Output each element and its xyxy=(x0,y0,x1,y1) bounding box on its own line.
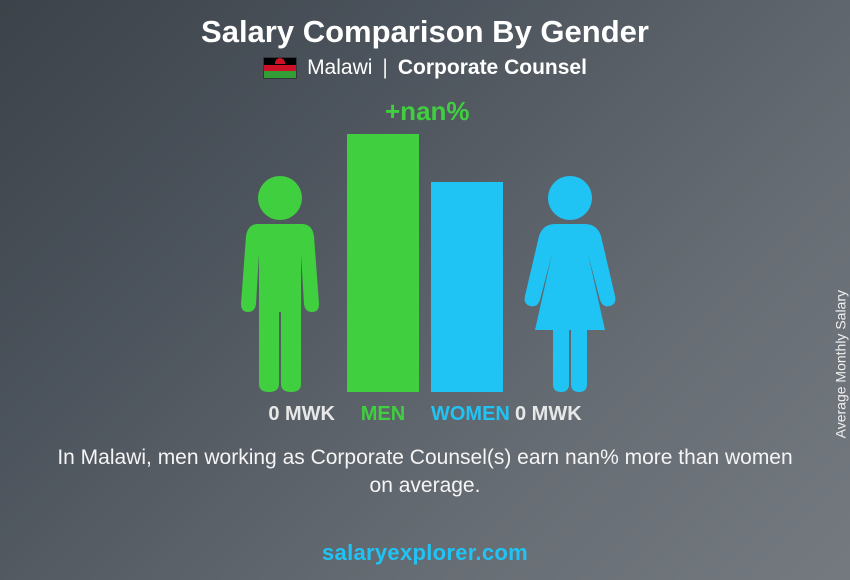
women-category-label: WOMEN xyxy=(431,403,503,426)
men-category-label: MEN xyxy=(347,403,419,426)
caption-text: In Malawi, men working as Corporate Coun… xyxy=(55,444,795,501)
page-title: Salary Comparison By Gender xyxy=(201,14,649,50)
footer-link[interactable]: salaryexplorer.com xyxy=(0,540,850,566)
y-axis-label: Average Monthly Salary xyxy=(832,290,848,438)
difference-label: +nan% xyxy=(385,96,470,127)
subtitle-job: Corporate Counsel xyxy=(398,56,587,80)
flag-stripe-2 xyxy=(264,65,296,72)
flag-icon xyxy=(263,57,297,79)
flag-sun-icon xyxy=(275,58,285,64)
men-icon-holder xyxy=(225,172,335,392)
man-icon xyxy=(225,172,335,392)
bar-men xyxy=(347,134,419,392)
women-icon-holder xyxy=(515,172,625,392)
men-value-label: 0 MWK xyxy=(195,403,335,426)
subtitle-separator: | xyxy=(382,56,387,80)
subtitle-country: Malawi xyxy=(307,56,372,80)
bar-women xyxy=(431,182,503,392)
flag-stripe-3 xyxy=(264,71,296,78)
chart-area: +nan% xyxy=(115,96,735,426)
infographic-content: Salary Comparison By Gender Malawi | Cor… xyxy=(0,0,850,580)
labels-row: 0 MWK MEN WOMEN 0 MWK xyxy=(115,403,735,426)
women-value-label: 0 MWK xyxy=(515,403,655,426)
woman-icon xyxy=(515,172,625,392)
bars-group xyxy=(225,134,625,392)
subtitle-row: Malawi | Corporate Counsel xyxy=(263,56,587,80)
